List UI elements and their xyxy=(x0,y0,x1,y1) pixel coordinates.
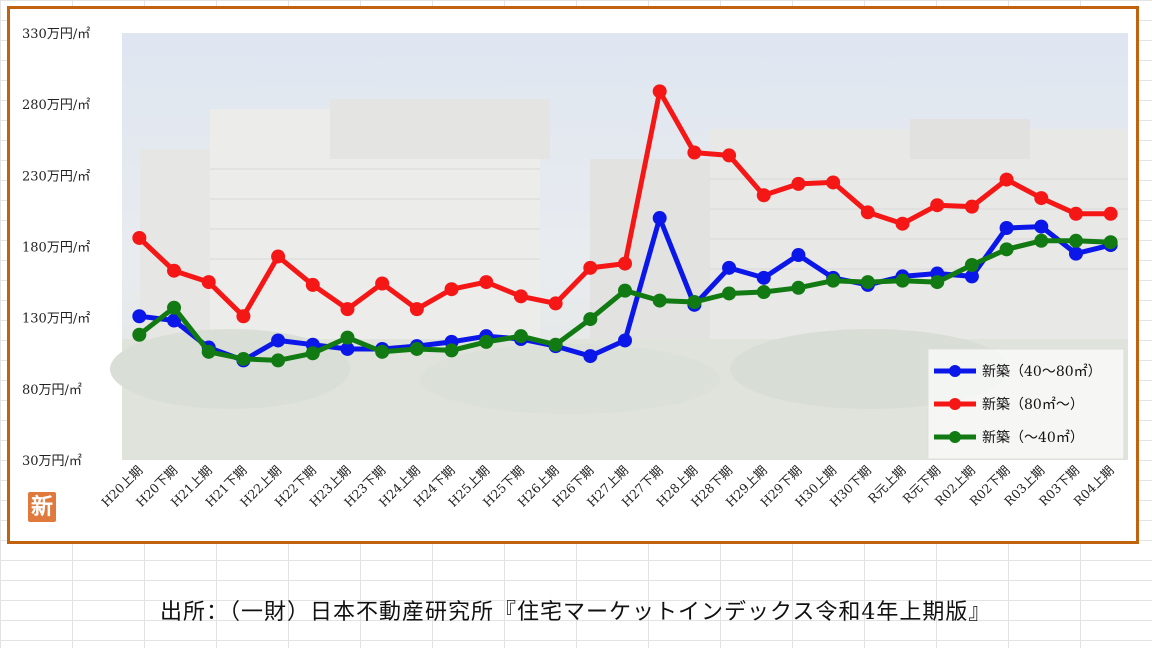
data-point xyxy=(409,302,424,317)
data-point xyxy=(583,260,598,275)
data-point xyxy=(964,258,979,273)
data-point xyxy=(999,242,1014,257)
data-point xyxy=(618,333,632,348)
data-point xyxy=(964,199,979,214)
data-point xyxy=(583,349,598,364)
legend-swatch-marker xyxy=(949,365,961,377)
series-1 xyxy=(132,84,1118,324)
source-note: 出所：（一財）日本不動産研究所『住宅マーケットインデックス令和4年上期版』 xyxy=(160,600,992,625)
data-point xyxy=(132,309,147,324)
data-point xyxy=(167,300,182,315)
data-point xyxy=(548,296,563,311)
data-point xyxy=(930,275,945,290)
data-point xyxy=(1068,206,1083,221)
data-point xyxy=(722,286,737,301)
data-point xyxy=(305,346,320,361)
data-point xyxy=(999,172,1014,187)
y-tick-label: 80万円/㎡ xyxy=(22,383,82,398)
data-point xyxy=(1034,219,1049,234)
data-point xyxy=(513,289,528,304)
data-point xyxy=(201,275,216,290)
data-point xyxy=(756,285,771,300)
data-point xyxy=(201,344,216,359)
data-point xyxy=(444,282,459,297)
data-point xyxy=(236,309,251,324)
data-point xyxy=(618,256,632,271)
line-chart: 30万円/㎡ 80万円/㎡ 130万円/㎡ 180万円/㎡ 230万円/㎡ 280万円/㎡… xyxy=(22,27,1128,510)
y-tick-label: 230万円/㎡ xyxy=(22,169,90,184)
data-point xyxy=(409,341,424,356)
data-point xyxy=(652,293,667,308)
legend-label: 新築（80㎡～） xyxy=(982,397,1084,413)
data-point xyxy=(375,276,390,291)
data-point xyxy=(652,211,667,226)
plot-background xyxy=(110,33,1128,460)
data-point xyxy=(722,148,737,163)
series-2 xyxy=(132,233,1118,368)
data-point xyxy=(1068,233,1083,248)
data-point xyxy=(618,283,632,298)
data-point xyxy=(340,341,355,356)
data-point xyxy=(167,313,182,328)
data-point xyxy=(687,145,702,160)
data-point xyxy=(1034,191,1049,206)
data-point xyxy=(1103,206,1118,221)
data-point xyxy=(271,333,286,348)
y-tick-label: 180万円/㎡ xyxy=(22,241,90,256)
data-point xyxy=(722,260,737,275)
legend-label: 新築（～40㎡） xyxy=(982,430,1084,446)
y-tick-label: 30万円/㎡ xyxy=(22,454,82,469)
data-point xyxy=(756,188,771,203)
x-tick-label: R元上期 xyxy=(865,463,909,507)
data-point xyxy=(930,198,945,213)
data-point xyxy=(305,277,320,292)
data-point xyxy=(791,176,806,191)
data-point xyxy=(236,351,251,366)
data-point xyxy=(132,230,147,245)
data-point xyxy=(479,334,494,349)
data-point xyxy=(756,270,771,285)
y-tick-label: 330万円/㎡ xyxy=(22,27,90,42)
data-point xyxy=(964,269,979,284)
data-point xyxy=(375,344,390,359)
data-point xyxy=(271,353,286,368)
data-point xyxy=(860,205,875,220)
legend: 新築（40～80㎡） 新築（80㎡～） 新築（～40㎡） xyxy=(927,348,1125,460)
data-point xyxy=(167,263,182,278)
data-point xyxy=(826,175,841,190)
data-point xyxy=(826,273,841,288)
data-point xyxy=(340,330,355,345)
new-badge: 新 xyxy=(28,492,56,522)
y-axis: 30万円/㎡ 80万円/㎡ 130万円/㎡ 180万円/㎡ 230万円/㎡ 280万円/㎡… xyxy=(22,27,90,469)
chart-frame: 30万円/㎡ 80万円/㎡ 130万円/㎡ 180万円/㎡ 230万円/㎡ 280万円/㎡… xyxy=(7,6,1139,544)
data-point xyxy=(895,273,910,288)
data-point xyxy=(860,275,875,290)
data-point xyxy=(895,216,910,231)
x-axis: H20上期H20下期H21上期H21下期H22上期H22下期H23上期H23下期… xyxy=(98,463,1117,510)
data-point xyxy=(1068,246,1083,261)
legend-label: 新築（40～80㎡） xyxy=(982,364,1102,380)
data-point xyxy=(444,343,459,358)
y-tick-label: 280万円/㎡ xyxy=(22,98,90,113)
legend-swatch-marker xyxy=(949,398,961,410)
data-point xyxy=(1103,235,1118,250)
data-point xyxy=(513,329,528,344)
data-point xyxy=(548,337,563,352)
data-point xyxy=(271,249,286,264)
data-point xyxy=(999,220,1014,235)
data-point xyxy=(791,248,806,263)
data-point xyxy=(479,275,494,290)
legend-swatch-marker xyxy=(949,431,961,443)
data-point xyxy=(791,280,806,295)
y-tick-label: 130万円/㎡ xyxy=(22,312,90,327)
data-point xyxy=(583,312,598,327)
data-point xyxy=(340,302,355,317)
data-point xyxy=(652,84,667,99)
series-group xyxy=(132,84,1118,368)
data-point xyxy=(687,295,702,310)
data-point xyxy=(132,327,147,342)
data-point xyxy=(1034,233,1049,248)
